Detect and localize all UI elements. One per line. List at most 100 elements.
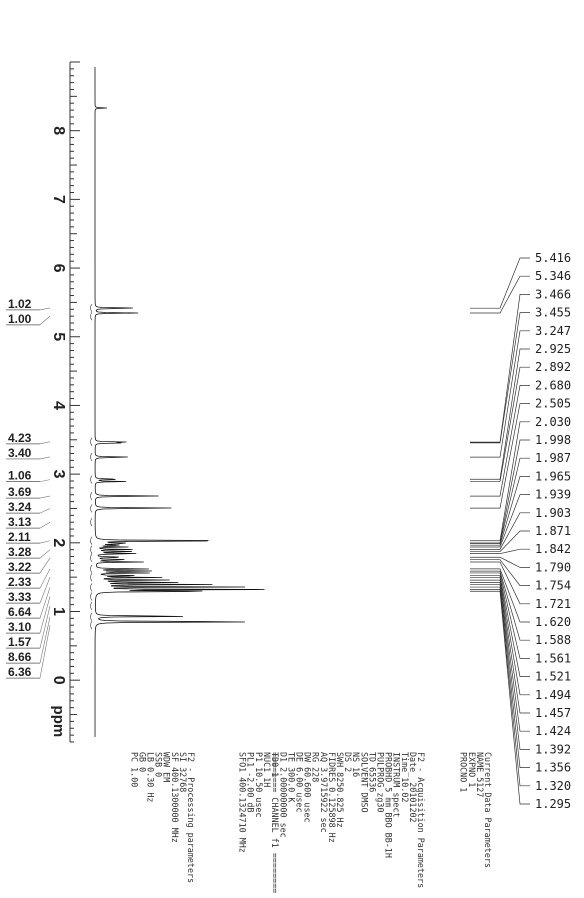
- parameter-line: PC 1.00: [129, 752, 139, 787]
- parameter-line: SWH 8250.825 Hz: [335, 752, 345, 828]
- parameter-line: DS 2: [343, 752, 353, 772]
- peak-leader: [470, 589, 530, 787]
- integral-value: 1.06: [8, 469, 32, 483]
- parameter-line: SI 32768: [178, 752, 188, 792]
- peak-leader: [470, 530, 530, 553]
- tick-label: 4: [50, 401, 67, 410]
- integral-value: 3.22: [8, 560, 32, 574]
- integral-connector: [39, 557, 51, 574]
- peak-leader: [470, 385, 530, 497]
- parameter-line: PULPROG zg30: [376, 752, 386, 813]
- peak-leader: [470, 575, 530, 677]
- parameter-line: SSB 0: [154, 752, 164, 777]
- peak-label: 2.680: [535, 378, 571, 392]
- spectrum-trace: [90, 67, 265, 737]
- integral-value: 3.10: [8, 620, 32, 634]
- integral-connector: [39, 307, 51, 311]
- peak-label: 1.903: [535, 506, 571, 520]
- integral-value: 3.13: [8, 515, 32, 529]
- peak-label: 1.521: [535, 670, 571, 684]
- integral-value: 1.57: [8, 635, 32, 649]
- tick-label: 0: [50, 676, 67, 685]
- integral-connector: [39, 456, 51, 460]
- parameter-line: NS 16: [351, 752, 361, 777]
- integral-curve: [90, 564, 93, 574]
- peak-label: 1.561: [535, 651, 571, 665]
- integral-curve: [90, 583, 93, 592]
- integral-curve: [90, 437, 93, 447]
- peak-leader: [470, 494, 530, 548]
- peak-label: 1.721: [535, 597, 571, 611]
- integral-curve: [90, 475, 93, 484]
- peak-leader: [470, 366, 530, 482]
- peak-label: 5.416: [535, 251, 571, 265]
- parameter-line: RG 228: [311, 752, 321, 782]
- peak-leader: [470, 586, 530, 768]
- integral-curve: [90, 621, 93, 630]
- peak-leader: [470, 572, 530, 659]
- tick-label: 5: [50, 332, 67, 341]
- peak-leader: [470, 561, 530, 605]
- integral-connector: [39, 508, 51, 514]
- peak-label: 1.392: [535, 742, 571, 756]
- peak-leader: [470, 330, 530, 458]
- peak-leader: [470, 457, 530, 545]
- peak-label: 1.998: [535, 433, 571, 447]
- peak-leader: [470, 559, 530, 586]
- parameter-line: SOLVENT DMSO: [359, 752, 369, 813]
- peak-leader: [470, 439, 530, 544]
- peak-label: 1.356: [535, 761, 571, 775]
- parameter-line: PROBHD 5 mm BBO BB-1H: [384, 752, 394, 858]
- peak-label: 2.030: [535, 415, 571, 429]
- peak-label: 1.939: [535, 488, 571, 502]
- integral-value: 4.23: [8, 431, 32, 445]
- peak-label: 1.790: [535, 560, 571, 574]
- axis-label: ppm: [50, 706, 67, 738]
- integral-value: 2.33: [8, 575, 32, 589]
- peak-leader: [470, 348, 530, 480]
- peak-leader: [470, 312, 530, 444]
- parameter-line: PROCNO 1: [459, 752, 469, 792]
- peak-label: 1.754: [535, 579, 571, 593]
- integral-curve: [90, 303, 93, 313]
- peak-label: 2.505: [535, 397, 571, 411]
- tick-label: 8: [50, 126, 67, 135]
- parameter-line: LB 0.30 Hz: [146, 752, 156, 802]
- peak-label: 1.871: [535, 524, 571, 538]
- peak-leader: [470, 294, 530, 443]
- parameter-line: ======== CHANNEL f1 ========: [270, 752, 280, 893]
- integral-connector: [39, 495, 51, 499]
- parameter-line: SF 400.1300000 MHz: [170, 752, 180, 843]
- peak-labels: 5.416 5.346 3.466 3.455 3.247 2.925 2.892 2.680…: [470, 251, 571, 811]
- peak-label: 1.965: [535, 469, 571, 483]
- peak-leader: [470, 512, 530, 550]
- peak-leader: [470, 476, 530, 546]
- peak-leader: [470, 568, 530, 623]
- parameter-line: TD 65536: [367, 752, 377, 792]
- integral-connector: [39, 605, 51, 649]
- peak-leader: [470, 421, 530, 542]
- peak-label: 1.987: [535, 451, 571, 465]
- peak-label: 1.457: [535, 706, 571, 720]
- integral-connector: [39, 315, 51, 326]
- peak-leader: [470, 403, 530, 509]
- peak-label: 3.247: [535, 324, 571, 338]
- peak-label: 2.892: [535, 360, 571, 374]
- peak-label: 1.620: [535, 615, 571, 629]
- peak-label: 1.295: [535, 797, 571, 811]
- integral-curve: [90, 572, 93, 582]
- integral-value: 3.40: [8, 446, 32, 460]
- integral-connector: [39, 441, 51, 445]
- peak-label: 1.842: [535, 542, 571, 556]
- parameter-line: Date_ 20101202: [408, 752, 418, 823]
- integral-labels: 1.021.00 4.233.40 1.06 3.693.243.132.113.28…: [6, 297, 51, 679]
- parameter-line: D1 2.00000000 sec: [278, 752, 288, 838]
- integral-curve: [90, 311, 93, 321]
- peak-leader: [470, 556, 530, 568]
- integral-connector: [39, 521, 51, 529]
- spectrum-line: [94, 67, 265, 737]
- integral-connector: [39, 549, 51, 559]
- integral-curve: [90, 612, 93, 622]
- peak-leader: [470, 275, 530, 314]
